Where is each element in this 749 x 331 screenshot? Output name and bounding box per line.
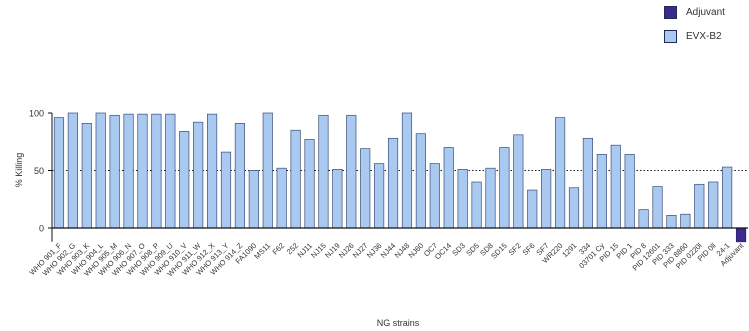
legend-item-adjuvant: Adjuvant — [664, 6, 725, 19]
bar-evx-b2-14 — [248, 170, 259, 229]
legend-item-evx-b2: EVX-B2 — [664, 30, 722, 43]
bar-evx-b2-15 — [262, 112, 273, 229]
bar-evx-b2-21 — [346, 114, 357, 229]
bar-evx-b2-46 — [694, 183, 705, 229]
bar-evx-b2-4 — [109, 114, 120, 229]
bar-evx-b2-28 — [443, 147, 454, 229]
bar-evx-b2-8 — [165, 113, 176, 229]
x-tick-label-34: SF6 — [521, 241, 537, 257]
bar-evx-b2-37 — [568, 187, 580, 229]
bar-evx-b2-31 — [485, 167, 496, 229]
bar-evx-b2-39 — [596, 154, 607, 229]
bar-evx-b2-19 — [318, 114, 329, 229]
bar-evx-b2-16 — [276, 167, 287, 229]
bar-evx-b2-22 — [360, 148, 371, 229]
bar-evx-b2-1 — [67, 112, 78, 229]
bar-evx-b2-33 — [513, 134, 524, 229]
x-tick-label-29: SD3 — [450, 241, 467, 258]
y-axis-label: % Killing — [14, 153, 24, 188]
bar-evx-b2-23 — [374, 163, 385, 229]
bar-evx-b2-35 — [541, 169, 552, 229]
legend-swatch-evx-b2 — [664, 30, 677, 43]
bar-evx-b2-38 — [582, 137, 594, 229]
bar-evx-b2-9 — [179, 131, 190, 229]
bar-evx-b2-29 — [457, 169, 468, 229]
x-tick-label-37: 1291 — [560, 241, 578, 259]
bar-evx-b2-30 — [471, 181, 482, 229]
bar-evx-b2-25 — [401, 112, 413, 229]
bar-evx-b2-40 — [610, 144, 621, 229]
bar-adjuvant-49 — [735, 227, 747, 243]
bar-evx-b2-44 — [666, 215, 677, 229]
bar-evx-b2-17 — [290, 129, 301, 229]
y-tick-label-0: 0 — [39, 224, 44, 234]
bar-evx-b2-20 — [332, 169, 343, 229]
bar-evx-b2-24 — [387, 137, 399, 229]
bar-evx-b2-27 — [429, 163, 440, 229]
bar-evx-b2-34 — [527, 189, 538, 229]
bar-evx-b2-0 — [53, 117, 65, 229]
bar-evx-b2-41 — [624, 154, 635, 229]
bar-evx-b2-7 — [151, 113, 162, 229]
y-tick-label-50: 50 — [34, 166, 44, 176]
bar-evx-b2-2 — [81, 122, 92, 229]
x-tick-label-33: SF2 — [507, 241, 523, 257]
x-tick-label-30: SD5 — [464, 241, 481, 258]
bar-evx-b2-32 — [499, 147, 510, 229]
bar-evx-b2-45 — [680, 213, 691, 229]
bar-evx-b2-26 — [415, 133, 426, 229]
x-axis-label: NG strains — [377, 318, 420, 328]
bar-evx-b2-10 — [193, 121, 204, 229]
bar-evx-b2-12 — [220, 151, 232, 229]
bar-evx-b2-42 — [638, 209, 649, 229]
bar-evx-b2-18 — [304, 139, 315, 229]
x-tick-label-15: MS11 — [252, 241, 272, 261]
bar-evx-b2-11 — [206, 113, 218, 229]
bar-evx-b2-47 — [708, 181, 719, 229]
legend-label-adjuvant: Adjuvant — [686, 7, 725, 18]
bar-evx-b2-5 — [123, 113, 134, 229]
legend-label-evx-b2: EVX-B2 — [686, 31, 722, 42]
bar-evx-b2-43 — [652, 186, 663, 229]
legend-swatch-adjuvant — [664, 6, 677, 19]
bar-evx-b2-48 — [722, 166, 733, 229]
x-tick-label-16: F62 — [271, 241, 287, 257]
bar-evx-b2-3 — [95, 112, 106, 229]
bar-evx-b2-36 — [554, 117, 566, 229]
y-tick-label-100: 100 — [29, 109, 44, 119]
bar-evx-b2-6 — [137, 113, 148, 229]
bar-evx-b2-13 — [234, 122, 246, 229]
